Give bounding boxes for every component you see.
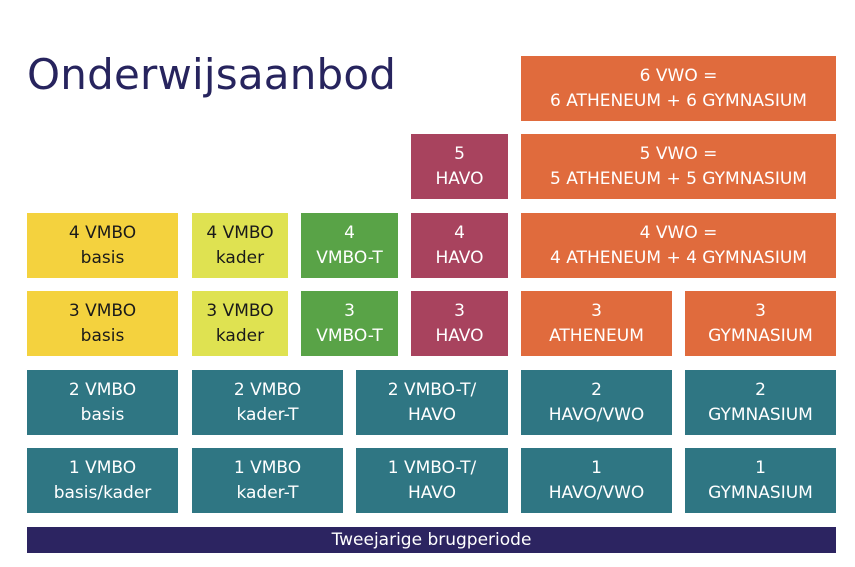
box-line-2: 5 ATHENEUM + 5 GYMNASIUM bbox=[550, 168, 807, 189]
box-line-1: 3 bbox=[591, 300, 602, 321]
box-line-2: 6 ATHENEUM + 6 GYMNASIUM bbox=[550, 90, 807, 111]
brugperiode-bar: Tweejarige brugperiode bbox=[27, 527, 836, 553]
box-line-2: VMBO-T bbox=[316, 325, 383, 346]
box-line-2: HAVO bbox=[407, 404, 457, 425]
box-3-atheneum: 3 ATHENEUM bbox=[521, 291, 672, 356]
box-line-1: 4 bbox=[344, 222, 355, 243]
box-1-vmbo-basis-kader: 1 VMBO basis/kader bbox=[27, 448, 178, 513]
box-line-2: HAVO bbox=[435, 168, 484, 189]
box-line-2: basis bbox=[80, 325, 125, 346]
box-1-gymnasium: 1 GYMNASIUM bbox=[685, 448, 836, 513]
box-line-2: HAVO/VWO bbox=[548, 482, 645, 503]
box-line-1: 2 bbox=[591, 379, 602, 400]
box-3-havo: 3 HAVO bbox=[411, 291, 508, 356]
box-2-vmbo-t-havo: 2 VMBO-T/ HAVO bbox=[356, 370, 508, 435]
box-1-vmbo-kader-t: 1 VMBO kader-T bbox=[192, 448, 343, 513]
box-line-2: GYMNASIUM bbox=[708, 404, 813, 425]
box-line-2: kader-T bbox=[236, 404, 299, 425]
box-line-1: 3 bbox=[454, 300, 465, 321]
box-line-1: 3 VMBO bbox=[206, 300, 274, 321]
box-line-1: 3 bbox=[755, 300, 766, 321]
box-line-1: 1 bbox=[755, 457, 766, 478]
box-line-1: 1 VMBO bbox=[233, 457, 302, 478]
box-line-1: 3 VMBO bbox=[68, 300, 137, 321]
box-4-havo: 4 HAVO bbox=[411, 213, 508, 278]
box-4-vmbo-t: 4 VMBO-T bbox=[301, 213, 398, 278]
box-line-2: HAVO bbox=[407, 482, 457, 503]
box-line-2: basis bbox=[80, 404, 125, 425]
box-line-2: ATHENEUM bbox=[549, 325, 644, 346]
box-line-2: HAVO bbox=[435, 325, 484, 346]
box-line-1: 4 bbox=[454, 222, 465, 243]
box-2-havo-vwo: 2 HAVO/VWO bbox=[521, 370, 672, 435]
box-line-2: basis bbox=[80, 247, 125, 268]
box-line-1: 2 VMBO bbox=[68, 379, 137, 400]
box-4-vwo: 4 VWO = 4 ATHENEUM + 4 GYMNASIUM bbox=[521, 213, 836, 278]
box-line-1: 5 bbox=[454, 143, 465, 164]
box-line-2: kader bbox=[215, 325, 265, 346]
box-1-havo-vwo: 1 HAVO/VWO bbox=[521, 448, 672, 513]
box-line-1: 4 VWO = bbox=[639, 222, 718, 243]
box-5-vwo: 5 VWO = 5 ATHENEUM + 5 GYMNASIUM bbox=[521, 134, 836, 199]
box-line-2: HAVO bbox=[435, 247, 484, 268]
box-line-2: kader bbox=[215, 247, 265, 268]
box-3-vmbo-t: 3 VMBO-T bbox=[301, 291, 398, 356]
box-line-1: 2 VMBO bbox=[233, 379, 302, 400]
box-line-1: 4 VMBO bbox=[206, 222, 274, 243]
box-line-2: GYMNASIUM bbox=[708, 482, 813, 503]
box-line-1: 5 VWO = bbox=[639, 143, 718, 164]
box-line-1: 2 bbox=[755, 379, 766, 400]
box-6-vwo: 6 VWO = 6 ATHENEUM + 6 GYMNASIUM bbox=[521, 56, 836, 121]
box-5-havo: 5 HAVO bbox=[411, 134, 508, 199]
box-3-gymnasium: 3 GYMNASIUM bbox=[685, 291, 836, 356]
page-title: Onderwijsaanbod bbox=[27, 50, 397, 99]
box-line-1: 1 VMBO-T/ bbox=[387, 457, 477, 478]
box-line-1: 1 VMBO bbox=[68, 457, 137, 478]
box-line-2: HAVO/VWO bbox=[548, 404, 645, 425]
box-4-vmbo-basis: 4 VMBO basis bbox=[27, 213, 178, 278]
box-4-vmbo-kader: 4 VMBO kader bbox=[192, 213, 288, 278]
box-line-1: 2 VMBO-T/ bbox=[387, 379, 477, 400]
box-line-1: 4 VMBO bbox=[68, 222, 137, 243]
box-line-1: 3 bbox=[344, 300, 355, 321]
box-line-2: basis/kader bbox=[53, 482, 152, 503]
box-1-vmbo-t-havo: 1 VMBO-T/ HAVO bbox=[356, 448, 508, 513]
box-2-vmbo-kader-t: 2 VMBO kader-T bbox=[192, 370, 343, 435]
box-line-2: GYMNASIUM bbox=[708, 325, 813, 346]
box-3-vmbo-kader: 3 VMBO kader bbox=[192, 291, 288, 356]
box-line-1: 1 bbox=[591, 457, 602, 478]
box-line-2: kader-T bbox=[236, 482, 299, 503]
box-line-1: 6 VWO = bbox=[639, 65, 718, 86]
box-line-2: VMBO-T bbox=[316, 247, 383, 268]
box-line-2: 4 ATHENEUM + 4 GYMNASIUM bbox=[550, 247, 807, 268]
box-3-vmbo-basis: 3 VMBO basis bbox=[27, 291, 178, 356]
box-2-vmbo-basis: 2 VMBO basis bbox=[27, 370, 178, 435]
box-2-gymnasium: 2 GYMNASIUM bbox=[685, 370, 836, 435]
